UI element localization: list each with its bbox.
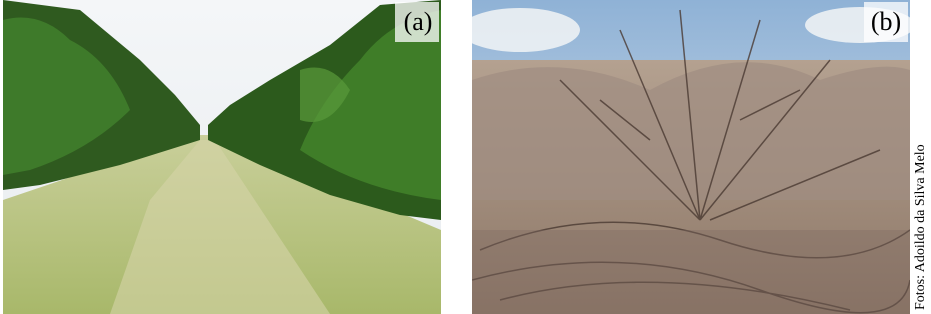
panel-label: (b)	[871, 7, 901, 36]
photo-b	[460, 0, 915, 314]
photo-a	[3, 0, 441, 314]
figure: (a) (b) Fotos: Adoildo da Silva Melo	[0, 0, 931, 314]
photo-credit: Fotos: Adoildo da Silva Melo	[913, 144, 928, 310]
panel-label: (a)	[404, 7, 433, 36]
